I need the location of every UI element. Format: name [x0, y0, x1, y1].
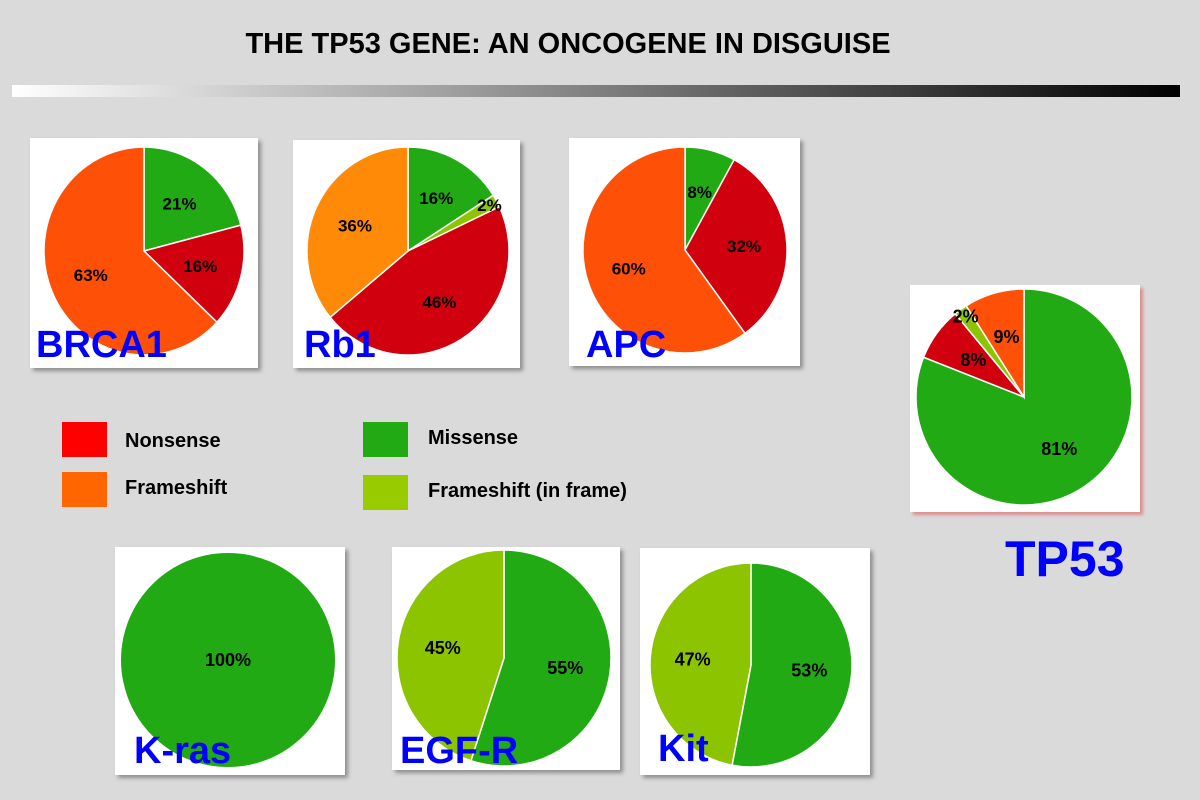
data-label-tp53-3: 9% [994, 327, 1020, 347]
chart-title-kit: Kit [658, 728, 709, 770]
data-label-brca1-0: 21% [163, 194, 197, 213]
data-label-brca1-2: 63% [74, 266, 108, 285]
pie-slice-apc-frameshift [582, 146, 746, 354]
pie-slice-brca1-frameshift [43, 146, 218, 356]
data-label-brca1-1: 16% [183, 257, 217, 276]
legend-swatch-nonsense [62, 422, 107, 457]
data-label-kras-0: 100% [205, 650, 251, 670]
chart-title-kras: K-ras [134, 730, 232, 772]
data-label-rb1-1: 2% [477, 196, 502, 215]
data-label-egfr-0: 55% [547, 658, 583, 678]
slide-title: THE TP53 GENE: AN ONCOGENE IN DISGUISE [245, 28, 891, 60]
pie-slice-rb1-frameshift [306, 146, 409, 319]
data-label-apc-0: 8% [687, 183, 712, 202]
pie-slice-tp53-frameshift [965, 288, 1025, 400]
pie-slice-brca1-nonsense [142, 224, 245, 324]
data-label-rb1-2: 46% [422, 293, 456, 312]
legend-swatch-frameshift-in-frame [363, 475, 408, 510]
legend-label-missense: Missense [428, 427, 519, 449]
pie-slice-kras-missense [121, 553, 335, 767]
data-label-egfr-1: 45% [425, 638, 461, 658]
chart-title-rb1: Rb1 [304, 324, 376, 366]
chart-title-tp53: TP53 [1005, 531, 1125, 587]
data-label-kit-1: 47% [675, 649, 711, 669]
legend-label-frameshift: Frameshift [125, 477, 228, 499]
data-label-rb1-0: 16% [419, 189, 453, 208]
pie-slice-brca1-missense [143, 146, 242, 252]
data-label-apc-2: 60% [612, 259, 646, 278]
pie-slice-apc-nonsense [684, 158, 788, 335]
chart-title-apc: APC [586, 324, 667, 366]
chart-title-egfr: EGF-R [400, 730, 519, 772]
pie-slice-rb1-missense [407, 146, 495, 253]
legend-swatch-frameshift [62, 472, 107, 507]
legend-label-nonsense: Nonsense [125, 430, 221, 452]
data-label-apc-1: 32% [727, 237, 761, 256]
data-label-kit-0: 53% [791, 661, 827, 681]
gradient-divider [12, 85, 1180, 97]
data-label-tp53-2: 2% [953, 307, 979, 327]
chart-title-brca1: BRCA1 [36, 324, 167, 366]
data-label-rb1-3: 36% [338, 216, 372, 235]
pie-slice-rb1-nonsense [329, 205, 510, 356]
legend-label-frameshift-in-frame: Frameshift (in frame) [428, 480, 627, 502]
data-label-tp53-1: 8% [960, 350, 986, 370]
pie-slice-egfr-frameshift-in-frame- [396, 549, 505, 762]
legend-swatch-missense [363, 422, 408, 457]
pie-slice-kit-missense [731, 562, 853, 768]
pie-slice-kit-frameshift-in-frame- [649, 562, 752, 767]
data-label-tp53-0: 81% [1041, 439, 1077, 459]
pie-slice-egfr-missense [469, 549, 612, 767]
